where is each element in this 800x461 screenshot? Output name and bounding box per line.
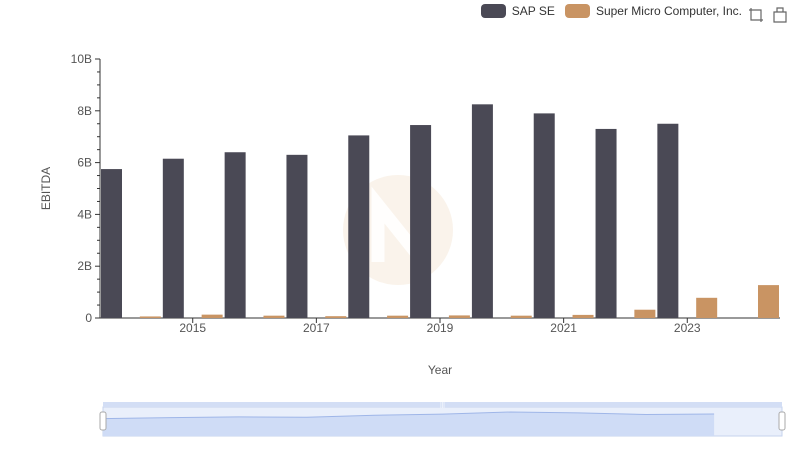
x-tick-label: 2015: [179, 321, 206, 335]
zoom-icon[interactable]: [748, 7, 764, 23]
bar-sap-2015: [162, 158, 184, 318]
y-axis-title: EBITDA: [39, 167, 53, 210]
legend-item-sap[interactable]: SAP SE: [480, 4, 555, 18]
legend: SAP SE Super Micro Computer, Inc.: [480, 4, 742, 18]
y-tick-label: 2B: [77, 259, 92, 273]
x-tick-label: 2023: [674, 321, 701, 335]
legend-swatch-sap: [480, 4, 506, 18]
legend-label-sap: SAP SE: [511, 4, 555, 18]
bar-supermicro-2019: [448, 315, 470, 318]
y-tick-label: 0: [85, 311, 92, 325]
zoom-handle-left[interactable]: [99, 411, 107, 431]
bar-sap-2016: [224, 152, 246, 318]
legend-label-supermicro: Super Micro Computer, Inc.: [595, 4, 742, 18]
x-tick-label: 2019: [427, 321, 454, 335]
bar-supermicro-2020: [510, 315, 532, 318]
bar-sap-2018: [348, 135, 370, 318]
bar-supermicro-2024: [758, 285, 779, 318]
x-tick-label: 2021: [550, 321, 577, 335]
zoom-top-bar: [103, 402, 782, 407]
bar-sap-2019: [410, 125, 432, 318]
restore-icon[interactable]: [772, 7, 788, 23]
zoom-drag-grip[interactable]: |||: [440, 403, 445, 409]
bar-supermicro-2016: [263, 315, 285, 318]
bar-supermicro-2021: [572, 314, 594, 318]
bar-sap-2023: [657, 123, 679, 318]
zoom-preview-line: [102, 411, 715, 420]
bar-sap-2014: [101, 169, 122, 318]
bar-supermicro-2023: [696, 297, 718, 318]
zoom-handle-right[interactable]: [778, 411, 786, 431]
y-tick-label: 8B: [77, 104, 92, 118]
bar-supermicro-2014: [139, 316, 161, 318]
bar-sap-2022: [595, 128, 617, 318]
bar-supermicro-2015: [201, 314, 223, 318]
legend-swatch-supermicro: [564, 4, 590, 18]
bar-supermicro-2017: [325, 316, 347, 318]
bar-sap-2021: [533, 113, 555, 318]
bar-sap-2020: [471, 104, 493, 318]
y-tick-label: 4B: [77, 207, 92, 221]
y-tick-label: 10B: [71, 52, 92, 66]
y-tick-label: 6B: [77, 156, 92, 170]
bar-sap-2017: [286, 154, 308, 318]
x-tick-label: 2017: [303, 321, 330, 335]
x-axis-title: Year: [428, 363, 452, 377]
zoom-preview-area: [103, 412, 715, 436]
legend-item-supermicro[interactable]: Super Micro Computer, Inc.: [564, 4, 742, 18]
bar-supermicro-2022: [634, 309, 656, 318]
bar-supermicro-2018: [387, 315, 409, 318]
